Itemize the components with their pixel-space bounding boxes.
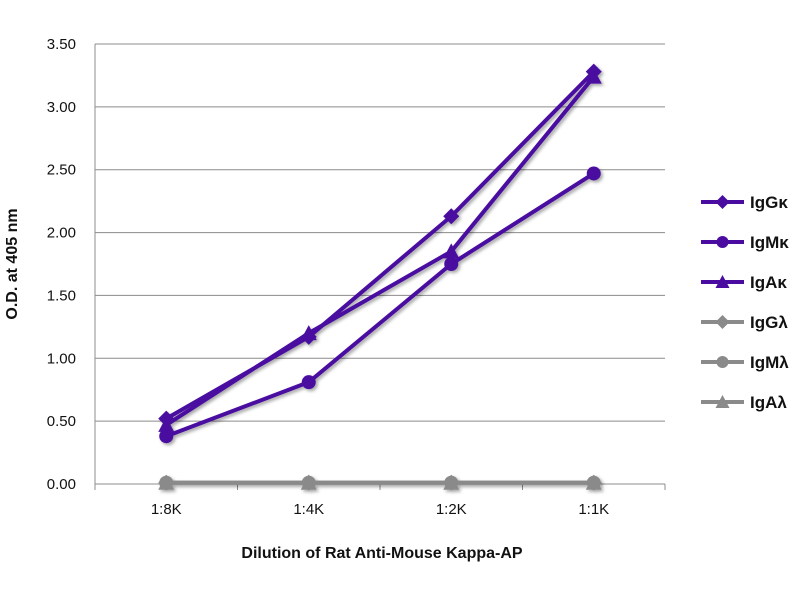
legend-label: IgGλ <box>750 313 788 332</box>
y-tick-label: 2.50 <box>47 162 76 179</box>
legend-label: IgAκ <box>750 273 787 292</box>
legend-item: IgAκ <box>701 273 787 292</box>
legend-marker-diamond-icon <box>715 195 730 209</box>
legend-marker-circle-icon <box>716 356 729 368</box>
legend-label: IgMλ <box>750 353 789 372</box>
series-1 <box>159 166 601 444</box>
data-point <box>443 474 460 490</box>
x-tick-label: 1:8K <box>151 501 182 518</box>
y-tick-label: 1.50 <box>47 287 76 304</box>
data-point <box>300 325 317 341</box>
data-point <box>586 166 601 181</box>
series-line <box>165 75 596 427</box>
data-point <box>158 474 175 490</box>
legend-label: IgGκ <box>750 193 788 212</box>
data-point <box>444 257 459 271</box>
legend-item: IgGκ <box>701 193 788 212</box>
legend-item: IgMκ <box>701 233 789 252</box>
series-2 <box>158 68 602 432</box>
y-tick-label: 3.00 <box>47 99 76 116</box>
data-point <box>585 68 602 84</box>
legend-marker-triangle-icon <box>715 395 730 408</box>
series-0 <box>158 63 602 427</box>
y-tick-label: 1.00 <box>47 350 76 367</box>
x-tick-label: 1:1K <box>578 501 609 518</box>
y-tick-label: 0.50 <box>47 413 76 430</box>
y-tick-label: 3.50 <box>47 36 76 53</box>
data-point <box>443 243 460 259</box>
x-tick-label: 1:2K <box>436 501 467 518</box>
legend-marker-triangle-icon <box>715 275 730 288</box>
x-tick-label: 1:4K <box>293 501 324 518</box>
y-tick-label: 0.00 <box>47 476 76 493</box>
legend-item: IgMλ <box>701 353 789 372</box>
data-point <box>159 429 174 444</box>
data-point <box>301 375 316 390</box>
data-point <box>300 474 317 490</box>
y-axis-label: O.D. at 405 nm <box>4 208 21 319</box>
series-line <box>165 70 596 421</box>
data-point <box>443 208 460 225</box>
legend-item: IgAλ <box>701 393 787 412</box>
legend-label: IgAλ <box>750 393 787 412</box>
series-line <box>165 171 595 439</box>
y-tick-label: 2.00 <box>47 225 76 242</box>
legend-marker-diamond-icon <box>715 315 730 329</box>
legend-item: IgGλ <box>701 313 788 332</box>
legend-marker-circle-icon <box>716 236 729 248</box>
legend-label: IgMκ <box>750 233 789 252</box>
series-5 <box>158 474 602 490</box>
data-point <box>158 416 175 432</box>
data-point <box>585 474 602 490</box>
x-axis-label: Dilution of Rat Anti-Mouse Kappa-AP <box>241 545 522 562</box>
